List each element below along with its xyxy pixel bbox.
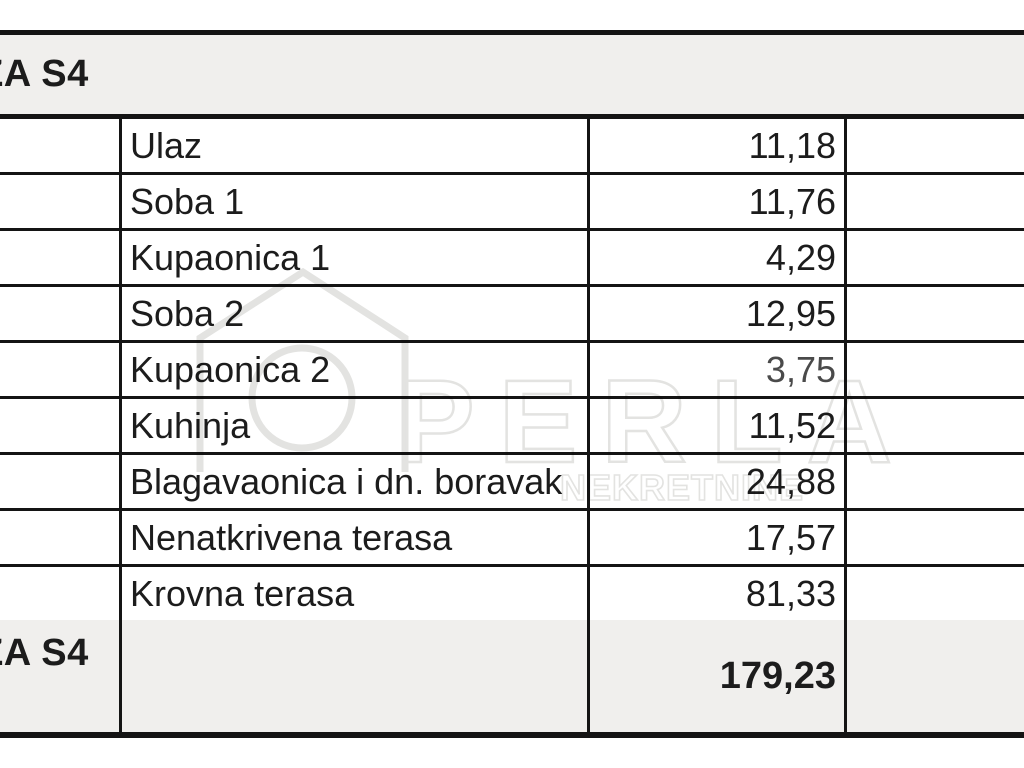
table-row: Krovna terasa 81,33 — [0, 567, 1024, 620]
top-margin — [0, 0, 1024, 30]
table-bottom-border — [0, 732, 1024, 738]
spacer-cell — [0, 287, 122, 340]
room-area-cell: 11,52 — [590, 399, 847, 452]
tail-cell — [847, 620, 1024, 732]
spacer-cell — [0, 119, 122, 172]
table-row: Kupaonica 2 3,75 — [0, 343, 1024, 399]
header-bottom-border — [0, 114, 1024, 119]
room-name-cell: Blagavaonica i dn. boravak — [122, 455, 590, 508]
tail-cell — [847, 511, 1024, 564]
room-area-cell: 3,75 — [590, 343, 847, 396]
table-row: Blagavaonica i dn. boravak 24,88 — [0, 455, 1024, 511]
room-name-cell: Kupaonica 1 — [122, 231, 590, 284]
table-row: Nenatkrivena terasa 17,57 — [0, 511, 1024, 567]
room-area-cell: 24,88 — [590, 455, 847, 508]
room-name-cell: Nenatkrivena terasa — [122, 511, 590, 564]
spacer-cell — [0, 343, 122, 396]
room-name-cell: Krovna terasa — [122, 567, 590, 620]
spacer-cell — [0, 511, 122, 564]
room-area-cell: 12,95 — [590, 287, 847, 340]
tail-cell — [847, 231, 1024, 284]
tail-cell — [847, 287, 1024, 340]
spacer-cell — [0, 175, 122, 228]
spacer-cell — [0, 455, 122, 508]
spacer-cell — [0, 567, 122, 620]
total-label-cell: ŽA S4 — [0, 620, 122, 732]
total-row: ŽA S4 179,23 — [0, 620, 1024, 732]
tail-cell — [847, 399, 1024, 452]
room-name-cell: Kupaonica 2 — [122, 343, 590, 396]
floor-header-label: ŽA S4 — [0, 53, 89, 95]
table-row: Kupaonica 1 4,29 — [0, 231, 1024, 287]
spacer-cell — [0, 231, 122, 284]
table-top-border — [0, 30, 1024, 35]
room-name-cell: Soba 1 — [122, 175, 590, 228]
total-floor-label: ŽA S4 — [0, 632, 89, 674]
tail-cell — [847, 175, 1024, 228]
table-row: Kuhinja 11,52 — [0, 399, 1024, 455]
total-area-cell: 179,23 — [590, 620, 847, 732]
room-area-cell: 4,29 — [590, 231, 847, 284]
room-name-cell: Soba 2 — [122, 287, 590, 340]
table-row: Soba 2 12,95 — [0, 287, 1024, 343]
room-name-cell: Kuhinja — [122, 399, 590, 452]
room-area-cell: 11,18 — [590, 119, 847, 172]
tail-cell — [847, 567, 1024, 620]
table-row: Soba 1 11,76 — [0, 175, 1024, 231]
tail-cell — [847, 119, 1024, 172]
floor-header-band: ŽA S4 — [0, 35, 1024, 114]
room-area-cell: 17,57 — [590, 511, 847, 564]
total-empty-cell — [122, 620, 590, 732]
spacer-cell — [0, 399, 122, 452]
room-area-cell: 11,76 — [590, 175, 847, 228]
tail-cell — [847, 455, 1024, 508]
area-table: Ulaz 11,18 Soba 1 11,76 Kupaonica 1 4,29… — [0, 119, 1024, 620]
room-name-cell: Ulaz — [122, 119, 590, 172]
tail-cell — [847, 343, 1024, 396]
table-row: Ulaz 11,18 — [0, 119, 1024, 175]
room-area-cell: 81,33 — [590, 567, 847, 620]
